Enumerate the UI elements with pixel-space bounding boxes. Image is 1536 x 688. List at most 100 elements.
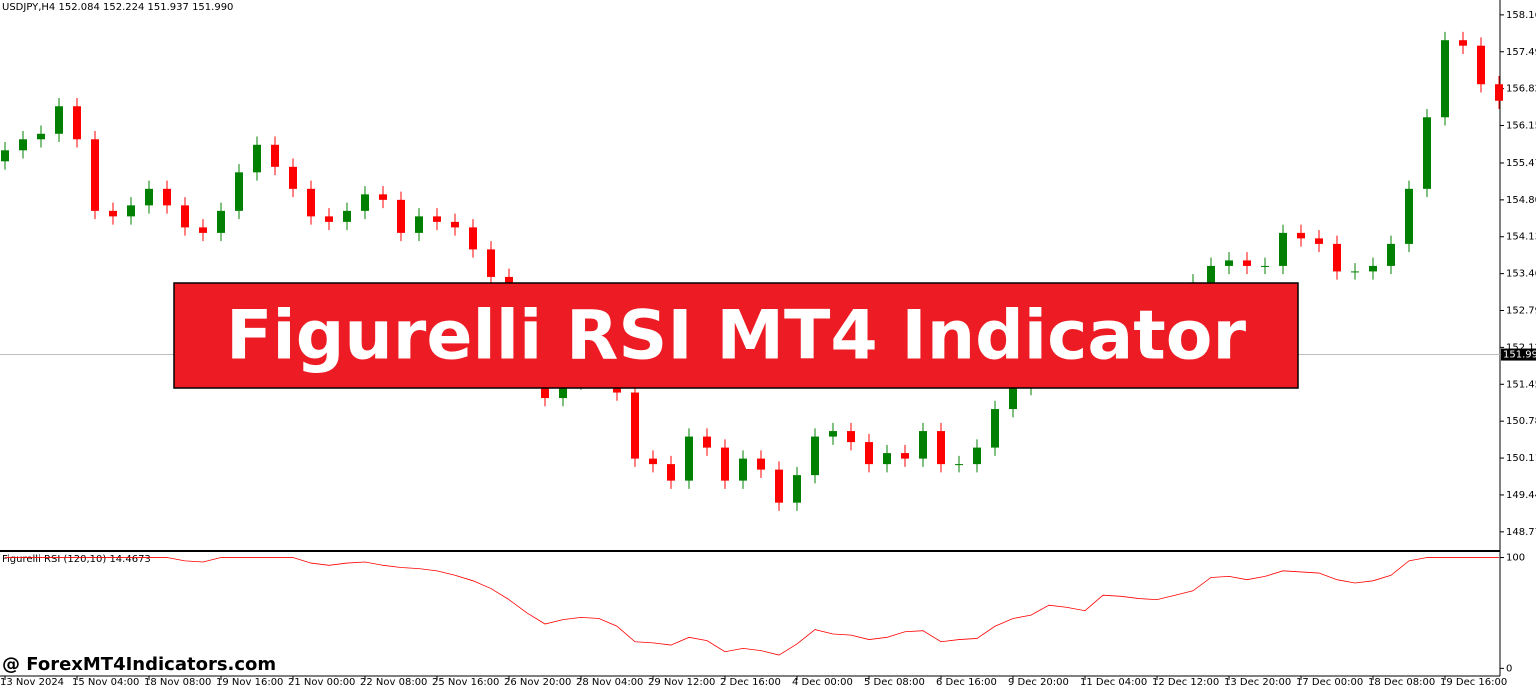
y-tick-label: 157.490 xyxy=(1506,47,1536,58)
candle-body xyxy=(109,210,117,217)
candle-body xyxy=(253,144,261,173)
candle-body xyxy=(379,194,387,200)
x-tick-label: 21 Nov 00:00 xyxy=(288,677,355,688)
x-tick-label: 2 Dec 16:00 xyxy=(720,677,781,688)
candle-body xyxy=(1477,45,1485,85)
candle-body xyxy=(559,381,567,399)
x-tick-label: 22 Nov 08:00 xyxy=(360,677,427,688)
candle-body xyxy=(847,431,855,443)
candle-body xyxy=(1,150,9,162)
candle-body xyxy=(991,409,999,448)
candle-body xyxy=(73,106,81,140)
candle-body xyxy=(775,469,783,503)
x-tick-label: 28 Nov 04:00 xyxy=(576,677,643,688)
candle-body xyxy=(1387,243,1395,266)
x-tick-label: 25 Nov 16:00 xyxy=(432,677,499,688)
x-tick-label: 9 Dec 20:00 xyxy=(1008,677,1069,688)
candle-body xyxy=(145,188,153,206)
candle-body xyxy=(199,227,207,233)
x-tick-label: 5 Dec 08:00 xyxy=(864,677,925,688)
candle-body xyxy=(937,431,945,465)
x-tick-label: 11 Dec 04:00 xyxy=(1080,677,1147,688)
y-tick-label: 149.440 xyxy=(1506,490,1536,501)
candle-body xyxy=(343,210,351,222)
candle-body xyxy=(1297,232,1305,239)
indicator-title: Figurelli RSI (120,10) 14.4673 xyxy=(2,554,151,565)
candle-body xyxy=(811,436,819,476)
candle-body xyxy=(739,458,747,481)
candle-body xyxy=(271,144,279,167)
x-tick-label: 26 Nov 20:00 xyxy=(504,677,571,688)
x-tick-label: 19 Dec 16:00 xyxy=(1440,677,1507,688)
y-tick-label: 152.790 xyxy=(1506,306,1536,317)
y-tick-label: 0 xyxy=(1506,663,1512,674)
candle-body xyxy=(667,464,675,481)
candle-body xyxy=(415,216,423,233)
candle-body xyxy=(1333,243,1341,272)
x-tick-label: 19 Nov 16:00 xyxy=(216,677,283,688)
candle-body xyxy=(1405,188,1413,244)
candle-body xyxy=(919,431,927,459)
candle-body xyxy=(757,458,765,470)
candle-body xyxy=(1009,387,1017,410)
candle-body xyxy=(163,188,171,206)
banner xyxy=(173,282,1299,389)
y-tick-label: 148.770 xyxy=(1506,527,1536,538)
x-tick-label: 12 Dec 12:00 xyxy=(1152,677,1219,688)
symbol-header: USDJPY,H4 152.084 152.224 151.937 151.99… xyxy=(2,2,233,13)
candle-body xyxy=(1243,260,1251,266)
candle-body xyxy=(721,447,729,481)
y-tick-label: 156.150 xyxy=(1506,121,1536,132)
y-tick-label: 100 xyxy=(1506,553,1525,564)
indicator-line xyxy=(5,557,1499,656)
x-tick-label: 29 Nov 12:00 xyxy=(648,677,715,688)
candle-body xyxy=(1207,265,1215,283)
candle-body xyxy=(1279,232,1287,266)
y-tick-label: 154.130 xyxy=(1506,232,1536,243)
candle-body xyxy=(703,436,711,448)
candle-body xyxy=(289,166,297,189)
candle-body xyxy=(1261,265,1269,267)
x-tick-label: 4 Dec 00:00 xyxy=(792,677,853,688)
candle-body xyxy=(307,188,315,217)
x-tick-label: 6 Dec 16:00 xyxy=(936,677,997,688)
x-tick-label: 18 Nov 08:00 xyxy=(144,677,211,688)
candle-body xyxy=(1459,40,1467,46)
candle-body xyxy=(1225,260,1233,266)
y-tick-label: 150.110 xyxy=(1506,453,1536,464)
candle-body xyxy=(955,464,963,466)
candle-body xyxy=(883,453,891,465)
candle-body xyxy=(181,205,189,228)
candle-body xyxy=(793,475,801,503)
candle-body xyxy=(1351,271,1359,273)
banner-title: Figurelli RSI MT4 Indicator xyxy=(226,297,1247,376)
candle-body xyxy=(217,210,225,233)
x-tick-label: 15 Nov 04:00 xyxy=(72,677,139,688)
current-price-box xyxy=(1501,348,1536,361)
candle-body xyxy=(649,458,657,465)
candle-body xyxy=(361,194,369,211)
y-tick-label: 152.120 xyxy=(1506,342,1536,353)
candle-body xyxy=(685,436,693,481)
candle-body xyxy=(325,216,333,222)
y-tick-label: 150.780 xyxy=(1506,416,1536,427)
x-tick-label: 13 Nov 2024 xyxy=(0,677,64,688)
watermark: @ ForexMT4Indicators.com xyxy=(2,654,276,675)
candle-body xyxy=(451,221,459,228)
x-tick-label: 18 Dec 08:00 xyxy=(1368,677,1435,688)
candle-body xyxy=(973,447,981,465)
candle-body xyxy=(631,392,639,459)
candle-body xyxy=(469,227,477,250)
candle-body xyxy=(91,139,99,211)
candle-body xyxy=(127,205,135,217)
y-tick-label: 156.820 xyxy=(1506,84,1536,95)
candle-body xyxy=(1423,117,1431,189)
y-tick-label: 155.470 xyxy=(1506,158,1536,169)
y-tick-label: 151.450 xyxy=(1506,379,1536,390)
candle-body xyxy=(1495,84,1503,101)
candle-body xyxy=(1315,238,1323,244)
candle-body xyxy=(1441,40,1449,118)
candle-body xyxy=(433,216,441,222)
current-price-label: 151.990 xyxy=(1503,350,1536,361)
